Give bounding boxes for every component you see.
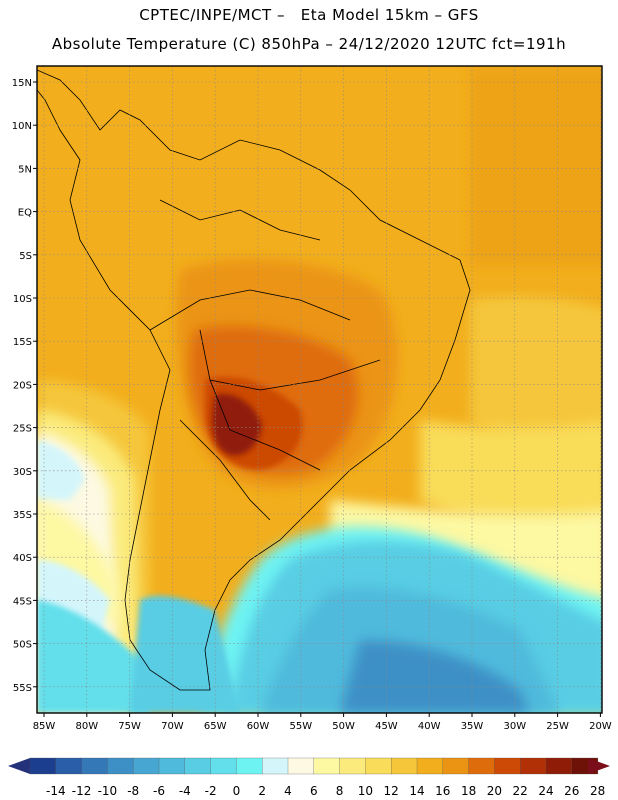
- map-frame: [36, 65, 603, 714]
- lat-tick-label: 10S: [13, 294, 32, 305]
- colorbar-cell: [520, 757, 547, 775]
- colorbar-low-cap: [8, 758, 30, 774]
- colorbar-label: 14: [409, 784, 424, 798]
- lon-tick-label: 40W: [418, 721, 441, 732]
- colorbar-label: 16: [435, 784, 450, 798]
- lon-tick-label: 55W: [289, 721, 312, 732]
- lat-tick-label: 20S: [13, 380, 32, 391]
- lon-tick-label: 35W: [461, 721, 484, 732]
- colorbar-cell: [313, 757, 341, 775]
- colorbar-label: -6: [153, 784, 165, 798]
- colorbar-label: -14: [46, 784, 66, 798]
- colorbar-label: 10: [358, 784, 373, 798]
- colorbar-cell: [391, 757, 418, 775]
- colorbar-cell: [365, 757, 392, 775]
- colorbar-label: 18: [461, 784, 476, 798]
- colorbar-cell: [262, 757, 289, 775]
- colorbar-label: 24: [538, 784, 553, 798]
- colorbar-cell: [133, 757, 160, 775]
- colorbar-cell: [545, 757, 573, 775]
- lat-tick-label: 50S: [13, 640, 32, 651]
- colorbar-cell: [29, 757, 57, 775]
- latitude-axis: 15N 10N 5N EQ 5S 10S 15S 20S 25S 30S 35S 40S 45S 50S 5…: [12, 78, 37, 694]
- colorbar-cell: [416, 757, 444, 775]
- colorbar-high-cap: [588, 758, 610, 774]
- colorbar-label: 22: [513, 784, 528, 798]
- lat-tick-label: 30S: [13, 467, 32, 478]
- lat-tick-label: 40S: [13, 553, 32, 564]
- colorbar-label: 2: [258, 784, 266, 798]
- lon-tick-label: 45W: [375, 721, 398, 732]
- lat-tick-label: EQ: [18, 208, 32, 219]
- chart-title: CPTEC/INPE/MCT – Eta Model 15km – GFS: [139, 6, 479, 24]
- colorbar-label: 26: [564, 784, 579, 798]
- colorbar-label: -2: [205, 784, 217, 798]
- lat-tick-label: 15N: [12, 78, 32, 89]
- colorbar-label: -10: [98, 784, 118, 798]
- colorbar: -14 -12 -10 -8 -6 -4 -2 0 2 4 6 8 10 12 14 16 18 20 22 24 26…: [8, 757, 610, 798]
- colorbar-cell: [55, 757, 83, 775]
- temperature-field: [37, 66, 602, 713]
- lon-tick-label: 75W: [118, 721, 141, 732]
- colorbar-label: -12: [72, 784, 92, 798]
- lon-tick-label: 25W: [546, 721, 569, 732]
- lon-tick-label: 80W: [75, 721, 98, 732]
- colorbar-label: -8: [127, 784, 139, 798]
- colorbar-label: -4: [179, 784, 191, 798]
- colorbar-label: 6: [310, 784, 318, 798]
- colorbar-cell: [287, 757, 315, 775]
- colorbar-label: 20: [487, 784, 502, 798]
- lat-tick-label: 35S: [13, 510, 32, 521]
- lon-tick-label: 30W: [503, 721, 526, 732]
- colorbar-cell: [236, 757, 263, 775]
- lat-tick-label: 45S: [13, 596, 32, 607]
- lat-tick-label: 5N: [18, 164, 32, 175]
- colorbar-cell: [81, 757, 108, 775]
- lat-tick-label: 15S: [13, 337, 32, 348]
- colorbar-cell: [468, 757, 495, 775]
- colorbar-label: 8: [336, 784, 344, 798]
- lon-tick-label: 70W: [161, 721, 184, 732]
- lat-tick-label: 10N: [12, 121, 32, 132]
- coastlines: [37, 69, 471, 691]
- lat-tick-label: 55S: [13, 683, 32, 694]
- colorbar-cell: [339, 757, 366, 775]
- lon-tick-label: 20W: [589, 721, 612, 732]
- colorbar-cell: [107, 757, 134, 775]
- longitude-axis: 85W 80W 75W 70W 65W 60W 55W 50W 45W 40W 35W 30W 25W 2…: [33, 713, 612, 732]
- lon-tick-label: 85W: [33, 721, 56, 732]
- lat-tick-label: 5S: [19, 251, 32, 262]
- colorbar-cell: [210, 757, 237, 775]
- colorbar-cell: [184, 757, 212, 775]
- colorbar-cell: [442, 757, 470, 775]
- chart-subtitle: Absolute Temperature (C) 850hPa – 24/12/…: [51, 35, 567, 53]
- lat-tick-label: 25S: [13, 424, 32, 435]
- colorbar-label: 28: [590, 784, 605, 798]
- colorbar-label: 12: [384, 784, 399, 798]
- lon-tick-label: 60W: [247, 721, 270, 732]
- colorbar-cell: [494, 757, 521, 775]
- colorbar-label: 0: [233, 784, 241, 798]
- lon-tick-label: 50W: [332, 721, 355, 732]
- colorbar-label: 4: [284, 784, 292, 798]
- lon-tick-label: 65W: [204, 721, 227, 732]
- colorbar-cell: [158, 757, 186, 775]
